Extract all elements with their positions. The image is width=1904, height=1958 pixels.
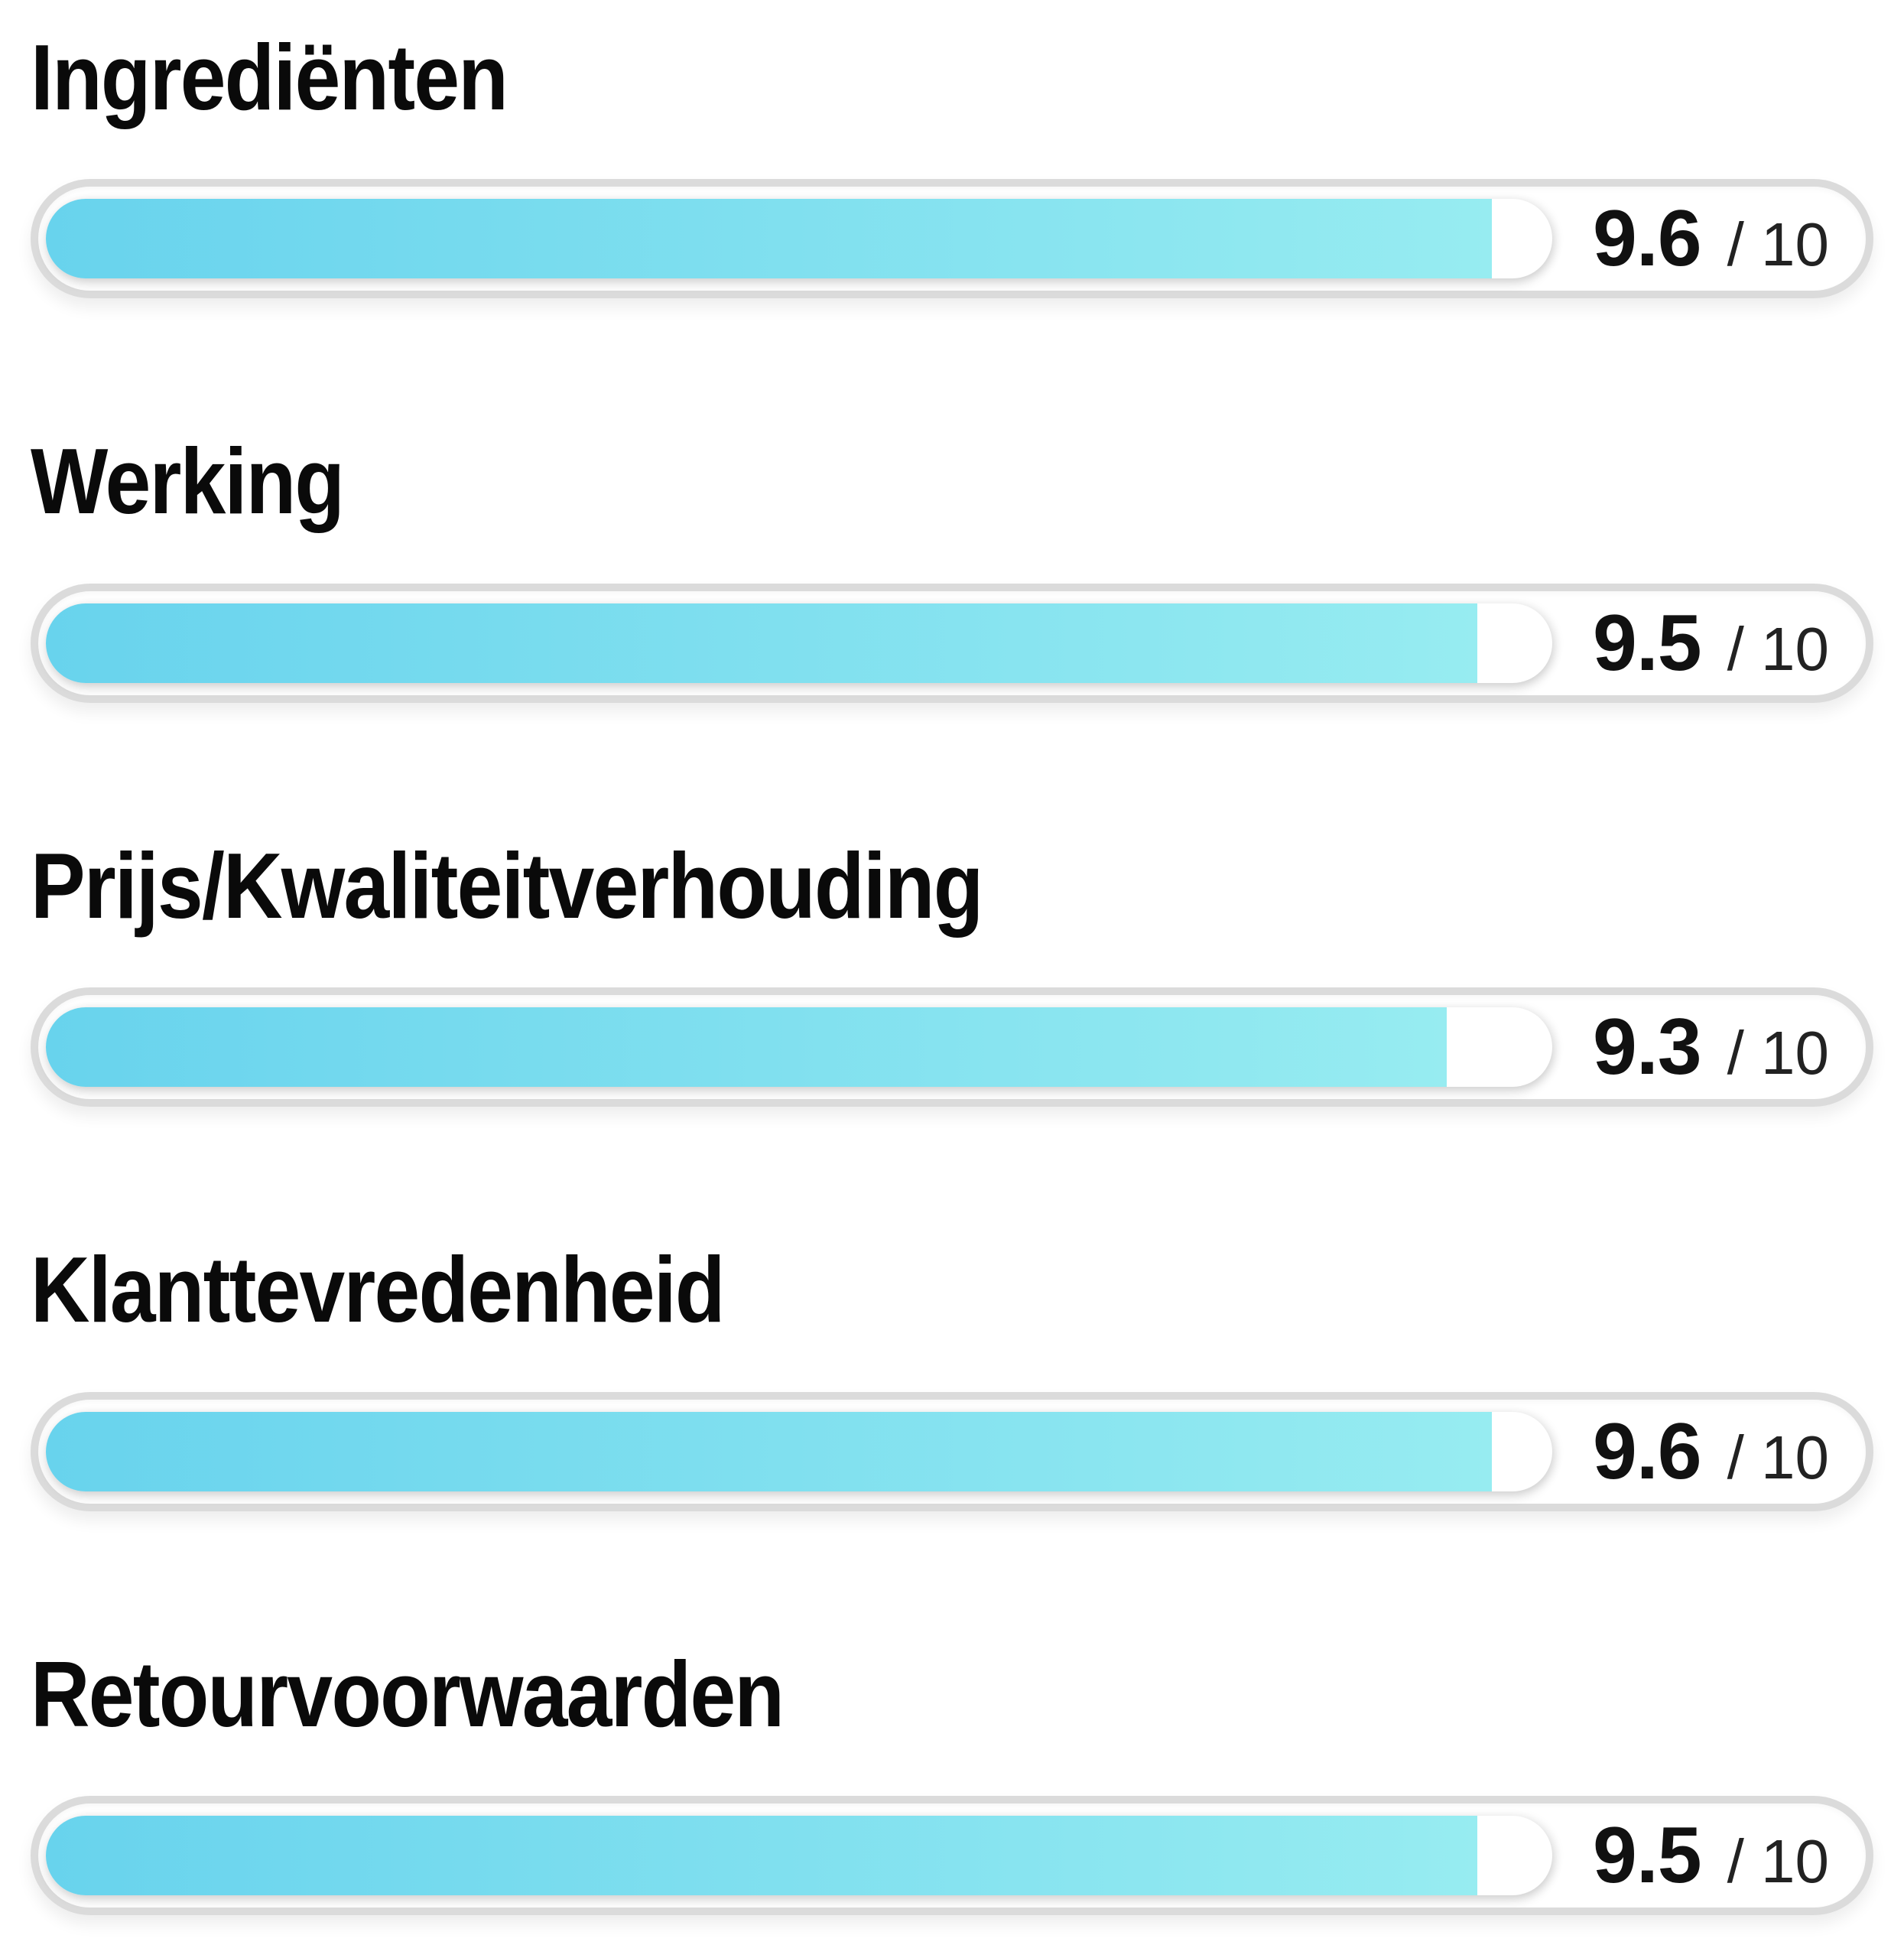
rating-bar-fill xyxy=(46,1815,1477,1895)
rating-score-max: / 10 xyxy=(1727,614,1829,683)
rating-bar: 9.3 / 10 xyxy=(31,987,1873,1107)
rating-bar-track xyxy=(46,1007,1552,1088)
rating-bar-track xyxy=(46,1815,1552,1895)
rating-score: 9.6 / 10 xyxy=(1593,199,1829,278)
rating-score-value: 9.5 xyxy=(1592,1810,1702,1900)
rating-score-max: / 10 xyxy=(1727,1019,1829,1088)
rating-row: Retourvoorwaarden 9.5 / 10 xyxy=(31,1638,1873,1915)
rating-score-max: / 10 xyxy=(1727,210,1829,279)
rating-score: 9.5 / 10 xyxy=(1593,603,1829,683)
rating-score-max: / 10 xyxy=(1727,1826,1829,1895)
rating-row: Ingrediënten 9.6 / 10 xyxy=(31,21,1873,299)
rating-label: Werking xyxy=(31,429,345,534)
rating-bar-fill xyxy=(46,1411,1493,1491)
rating-bar: 9.6 / 10 xyxy=(31,1391,1873,1511)
rating-score-value: 9.3 xyxy=(1592,1003,1702,1092)
rating-label: Ingrediënten xyxy=(31,25,508,129)
rating-row: Klanttevredenheid 9.6 / 10 xyxy=(31,1234,1873,1511)
rating-bar-fill xyxy=(46,199,1493,279)
rating-label: Klanttevredenheid xyxy=(31,1238,725,1342)
rating-score-max: / 10 xyxy=(1727,1423,1829,1491)
rating-label: Prijs/Kwaliteitverhouding xyxy=(31,833,983,938)
rating-score: 9.3 / 10 xyxy=(1593,1007,1829,1087)
rating-bar-fill xyxy=(46,1007,1447,1088)
rating-bar: 9.6 / 10 xyxy=(31,179,1873,299)
rating-label: Retourvoorwaarden xyxy=(31,1641,785,1746)
rating-score-value: 9.6 xyxy=(1592,1407,1702,1496)
ratings-panel: Ingrediënten 9.6 / 10 Werking 9.5 / 10 P… xyxy=(31,21,1873,1915)
rating-bar-fill xyxy=(46,603,1477,683)
rating-score-value: 9.5 xyxy=(1592,598,1702,688)
rating-bar: 9.5 / 10 xyxy=(31,583,1873,703)
rating-row: Prijs/Kwaliteitverhouding 9.3 / 10 xyxy=(31,830,1873,1107)
rating-bar-track xyxy=(46,199,1552,279)
rating-bar: 9.5 / 10 xyxy=(31,1795,1873,1915)
rating-score: 9.6 / 10 xyxy=(1593,1412,1829,1491)
rating-bar-track xyxy=(46,603,1552,683)
rating-score-value: 9.6 xyxy=(1592,194,1702,284)
rating-score: 9.5 / 10 xyxy=(1593,1816,1829,1895)
rating-row: Werking 9.5 / 10 xyxy=(31,425,1873,703)
rating-bar-track xyxy=(46,1411,1552,1491)
